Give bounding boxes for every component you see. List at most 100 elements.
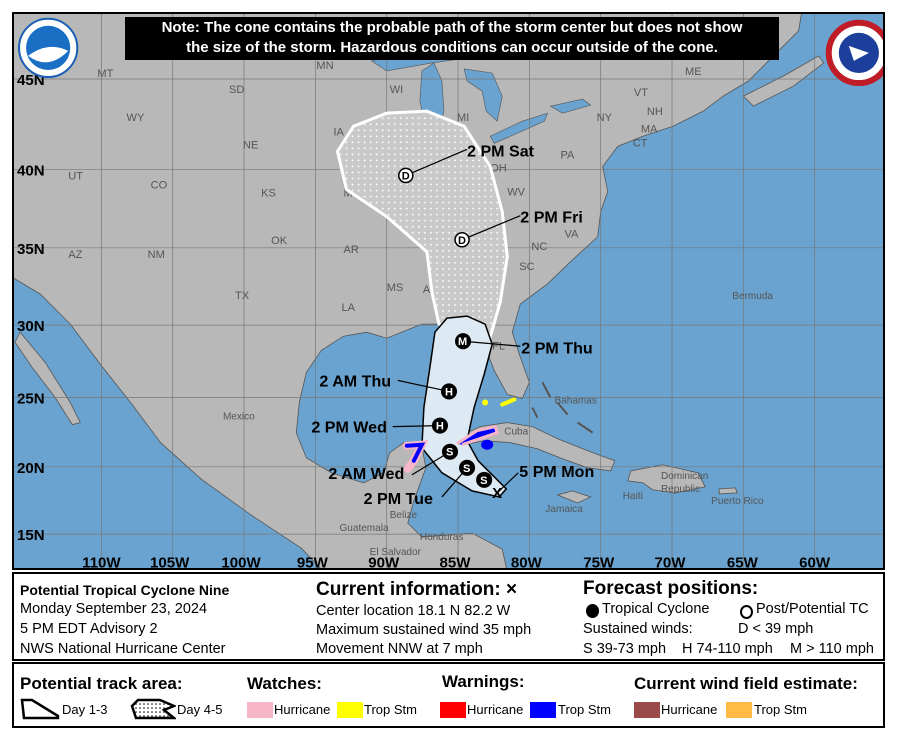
hurricane-watch-swatch: [247, 702, 273, 718]
svg-text:20N: 20N: [17, 460, 45, 477]
movement: Movement NNW at 7 mph: [316, 641, 483, 657]
svg-text:D: D: [458, 235, 466, 247]
state-label: KS: [261, 188, 276, 200]
forecast-time-label: 2 PM Thu: [521, 339, 592, 357]
svg-text:H: H: [445, 386, 453, 398]
hurricane-wind-label: Hurricane: [661, 702, 718, 717]
country-label: Republic: [661, 484, 700, 495]
trop-storm-warning-label: Trop Stm: [558, 702, 611, 717]
forecast-cone-map: MT WY SD NE IA WI MI NY VT NH MA CT ME U…: [12, 12, 885, 570]
state-label: SD: [229, 84, 244, 96]
trop-storm-warning-swatch: [530, 702, 556, 718]
country-label: Guatemala: [339, 523, 388, 534]
state-label: IA: [333, 126, 344, 138]
svg-text:60W: 60W: [799, 554, 831, 570]
country-label: Haiti: [623, 491, 643, 502]
forecast-time-label: 2 PM Fri: [520, 209, 582, 227]
country-labels: Mexico Cuba Bahamas Jamaica Bermuda Beli…: [223, 291, 773, 558]
state-label: ME: [685, 66, 702, 78]
watches-title: Watches:: [247, 674, 322, 693]
advisory-number: 5 PM EDT Advisory 2: [20, 621, 158, 637]
post-potential-key: Post/Potential TC: [756, 601, 869, 617]
state-label: MN: [316, 60, 333, 72]
state-label: CT: [633, 137, 648, 149]
state-label: CO: [151, 180, 168, 192]
sustained-winds-label: Sustained winds:: [583, 621, 693, 637]
state-label: WI: [390, 84, 404, 96]
svg-text:45N: 45N: [17, 72, 45, 89]
state-label: NE: [243, 139, 258, 151]
forecast-point: S: [441, 443, 459, 460]
trop-storm-watch-swatch: [337, 702, 363, 718]
current-info-title: Current information: ×: [316, 579, 518, 600]
state-label: SC: [519, 261, 534, 273]
svg-text:30N: 30N: [17, 318, 45, 335]
forecast-point: M: [455, 333, 472, 350]
storm-info-panel: Potential Tropical Cyclone Nine Monday S…: [12, 572, 885, 661]
s-definition: S 39-73 mph: [583, 641, 667, 657]
country-label: Belize: [390, 510, 418, 521]
state-label: WV: [507, 187, 525, 199]
wind-field-title: Current wind field estimate:: [634, 674, 858, 693]
state-label: UT: [68, 170, 83, 182]
coastal-warnings: [402, 397, 517, 473]
filled-circle-icon: [586, 604, 599, 618]
svg-text:D: D: [402, 170, 410, 182]
forecast-time-label: 2 AM Thu: [319, 372, 391, 390]
hurricane-wind-swatch: [634, 702, 660, 718]
cone-disclaimer-note: Note: The cone contains the probable pat…: [125, 17, 779, 60]
trop-storm-watch-label: Trop Stm: [364, 702, 417, 717]
forecast-point: D: [398, 167, 414, 184]
state-label: MS: [387, 282, 404, 294]
svg-text:65W: 65W: [727, 554, 759, 570]
country-label: Jamaica: [545, 504, 583, 515]
land-jamaica: [556, 490, 592, 504]
state-label: AL: [423, 284, 437, 296]
forecast-point: H: [440, 383, 458, 400]
state-label: FL: [492, 340, 505, 352]
state-label: LA: [342, 302, 356, 314]
hurricane-watch-label: Hurricane: [274, 702, 331, 717]
land-baja: [14, 331, 81, 426]
h-definition: H 74-110 mph: [682, 641, 773, 657]
state-label: OH: [490, 162, 507, 174]
state-label: MA: [641, 123, 658, 135]
state-label: NC: [531, 241, 547, 253]
country-label: El Salvador: [370, 547, 422, 558]
land-bahamas: [531, 381, 594, 434]
svg-text:H: H: [436, 421, 444, 433]
state-label: TX: [235, 290, 250, 302]
state-label: PA: [561, 149, 576, 161]
map-legend: Potential track area: Day 1-3 Day 4-5 Wa…: [12, 662, 885, 728]
state-label: NY: [597, 112, 613, 124]
cone-day-4-5: [335, 109, 509, 340]
nws-logo: [825, 19, 883, 87]
svg-text:S: S: [463, 463, 470, 475]
state-label: VA: [565, 229, 580, 241]
warnings-title: Warnings:: [442, 672, 525, 691]
land-hispaniola: [627, 464, 706, 494]
svg-text:25N: 25N: [17, 391, 45, 408]
state-label: OK: [271, 235, 288, 247]
open-circle-icon: [740, 605, 753, 619]
svg-text:S: S: [480, 475, 487, 487]
forecast-positions-title: Forecast positions:: [583, 578, 759, 599]
note-line: Note: The cone contains the probable pat…: [161, 19, 743, 36]
svg-text:75W: 75W: [583, 554, 615, 570]
storm-name: Potential Tropical Cyclone Nine: [20, 582, 230, 598]
m-definition: M > 110 mph: [790, 641, 874, 657]
forecast-time-label: 2 AM Wed: [328, 465, 404, 483]
country-label: Bahamas: [554, 396, 596, 407]
state-label: MT: [97, 68, 113, 80]
track-area-title: Potential track area:: [20, 674, 183, 693]
country-label: Puerto Rico: [711, 496, 764, 507]
forecast-time-label: 5 PM Mon: [519, 463, 594, 481]
forecast-point: S: [476, 471, 493, 488]
svg-text:95W: 95W: [297, 554, 329, 570]
country-label: Dominican: [661, 471, 708, 482]
day-1-3-label: Day 1-3: [62, 702, 108, 717]
state-label: VT: [634, 87, 648, 99]
trop-storm-wind-label: Trop Stm: [754, 702, 807, 717]
advisory-date: Monday September 23, 2024: [20, 601, 208, 617]
state-label: NH: [647, 106, 663, 118]
